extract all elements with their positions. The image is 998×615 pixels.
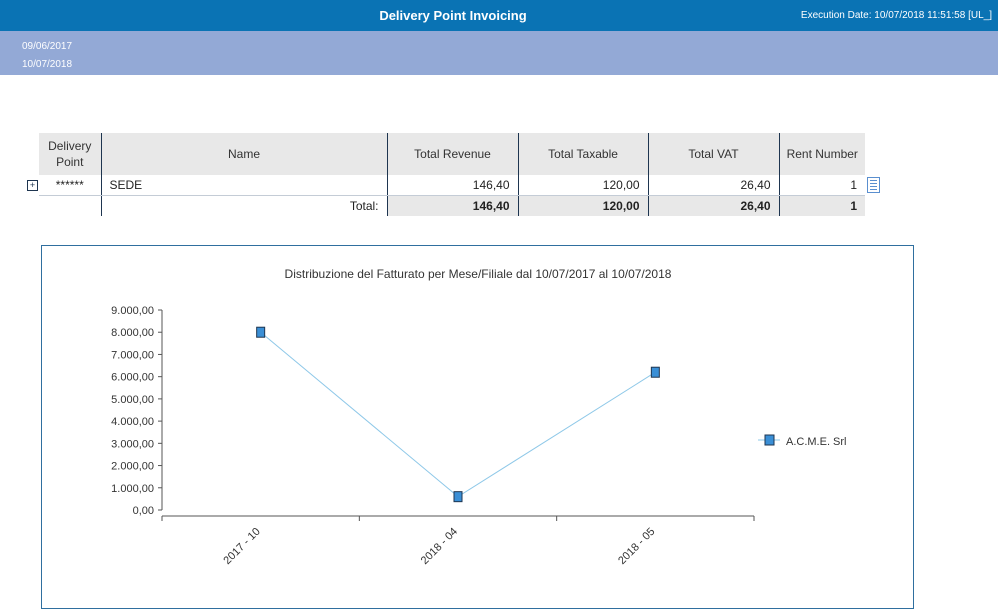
column-header-total-revenue[interactable]: Total Revenue (386, 133, 518, 175)
data-point (650, 366, 660, 378)
legend-marker (764, 434, 775, 446)
execution-date-value: 10/07/2018 11:51:58 [UL_] (874, 10, 992, 21)
period-to: 10/07/2018 (22, 59, 73, 70)
data-point (256, 326, 266, 338)
y-tick-label: 8.000,00 (111, 327, 154, 339)
period-from: 09/06/2017 (22, 41, 73, 52)
legend-label: A.C.M.E. Srl (786, 436, 847, 448)
cell-total-taxable: 120,00 (517, 175, 648, 196)
table-row[interactable]: ****** SEDE 146,40 120,00 26,40 1 (39, 175, 865, 196)
y-tick-label: 3.000,00 (111, 438, 154, 450)
column-header-delivery-point-line1: Delivery (48, 139, 92, 153)
rent-number-sum: 1 (778, 195, 865, 216)
document-icon[interactable] (867, 177, 880, 193)
column-header-rent-number[interactable]: Rent Number (778, 133, 865, 175)
cell-rent-number: 1 (778, 175, 865, 196)
cell-name: SEDE (100, 175, 387, 196)
column-header-delivery-point[interactable]: Delivery Point (39, 133, 101, 175)
column-header-delivery-point-line2: Point (56, 155, 84, 169)
expand-icon[interactable]: + (27, 180, 38, 191)
cell-total-vat: 26,40 (647, 175, 779, 196)
y-tick-label: 1.000,00 (111, 483, 154, 495)
column-header-name[interactable]: Name (100, 133, 387, 175)
title-bar: Delivery Point Invoicing Execution Date:… (0, 0, 998, 31)
column-header-total-vat[interactable]: Total VAT (647, 133, 779, 175)
page-title: Delivery Point Invoicing (379, 8, 527, 23)
revenue-chart: Distribuzione del Fatturato per Mese/Fil… (41, 245, 914, 609)
x-tick-label: 2018 - 04 (419, 526, 460, 567)
y-tick-label: 6.000,00 (111, 372, 154, 384)
y-tick-label: 5.000,00 (111, 394, 154, 406)
total-revenue-sum: 146,40 (386, 195, 518, 216)
execution-date-label: Execution Date: (800, 10, 872, 21)
chart-title: Distribuzione del Fatturato per Mese/Fil… (285, 267, 672, 281)
column-header-total-taxable[interactable]: Total Taxable (517, 133, 648, 175)
table-header-row: Delivery Point Name Total Revenue Total … (39, 133, 865, 175)
y-tick-label: 7.000,00 (111, 349, 154, 361)
y-tick-label: 0,00 (133, 505, 154, 517)
cell-delivery-point: ****** (39, 175, 101, 196)
execution-date: Execution Date: 10/07/2018 11:51:58 [UL_… (801, 10, 992, 21)
x-tick-label: 2018 - 05 (616, 526, 657, 567)
total-vat-sum: 26,40 (647, 195, 779, 216)
totals-row: Total: 146,40 120,00 26,40 1 (39, 195, 865, 216)
invoicing-table: Delivery Point Name Total Revenue Total … (39, 133, 865, 216)
x-tick-label: 2017 - 10 (221, 526, 262, 567)
cell-total-revenue: 146,40 (386, 175, 518, 196)
period-band: 09/06/2017 10/07/2018 (0, 31, 998, 75)
data-point (453, 491, 463, 503)
totals-label: Total: (100, 195, 387, 216)
total-taxable-sum: 120,00 (517, 195, 648, 216)
chart-svg: Distribuzione del Fatturato per Mese/Fil… (111, 267, 847, 567)
y-tick-label: 9.000,00 (111, 305, 154, 317)
y-tick-label: 4.000,00 (111, 416, 154, 428)
y-tick-label: 2.000,00 (111, 461, 154, 473)
series-line (260, 331, 656, 498)
